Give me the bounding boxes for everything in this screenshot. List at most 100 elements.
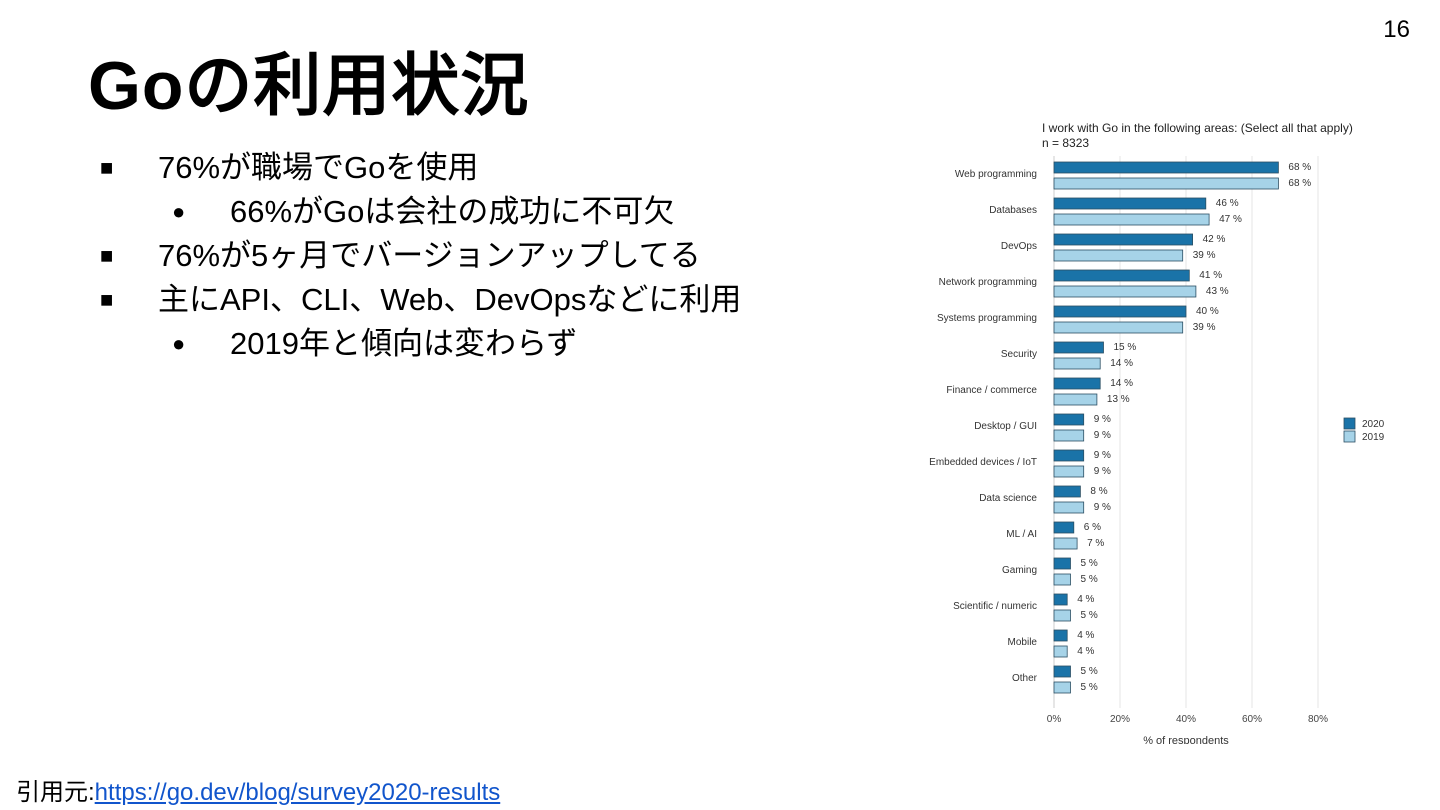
bar-2019	[1053, 213, 1210, 226]
bar-2019	[1053, 429, 1085, 442]
category-label: Data science	[979, 493, 1037, 504]
page-number: 16	[1383, 16, 1410, 43]
bar-2020	[1053, 629, 1068, 642]
legend-label: 2020	[1362, 419, 1385, 430]
bar-2019	[1053, 573, 1071, 586]
data-label: 40 %	[1196, 306, 1219, 317]
category-label: Databases	[989, 205, 1037, 216]
bar-2020	[1053, 377, 1101, 390]
bar-2020	[1053, 593, 1068, 606]
category-label: Network programming	[939, 277, 1037, 288]
data-label: 5 %	[1081, 574, 1098, 585]
bullet-list: ■ 76%が職場でGoを使用 ● 66%がGoは会社の成功に不可欠 ■ 76%が…	[100, 146, 860, 366]
data-label: 9 %	[1094, 414, 1111, 425]
data-label: 46 %	[1216, 198, 1239, 209]
bar-2020	[1053, 665, 1071, 678]
bar-2019	[1053, 501, 1085, 514]
bar-2020	[1053, 557, 1071, 570]
square-bullet-icon: ■	[100, 287, 114, 312]
bar-2020	[1053, 413, 1085, 426]
category-label: DevOps	[1001, 241, 1037, 252]
bar-2020	[1053, 233, 1194, 246]
data-label: 15 %	[1114, 342, 1137, 353]
sub-bullet-item: ● 66%がGoは会社の成功に不可欠	[100, 190, 860, 234]
bar-2019	[1053, 537, 1078, 550]
data-label: 4 %	[1077, 646, 1094, 657]
square-bullet-icon: ■	[100, 243, 114, 268]
category-label: Security	[1001, 349, 1037, 360]
data-label: 47 %	[1219, 214, 1242, 225]
bar-2020	[1053, 161, 1279, 174]
bar-2019	[1053, 645, 1068, 658]
bar-2019	[1053, 465, 1085, 478]
data-label: 68 %	[1288, 178, 1311, 189]
data-label: 7 %	[1087, 538, 1104, 549]
bar-2019	[1053, 285, 1197, 298]
bar-2020	[1053, 341, 1104, 354]
data-label: 9 %	[1094, 450, 1111, 461]
data-label: 14 %	[1110, 358, 1133, 369]
bullet-item: ■ 76%が職場でGoを使用	[100, 146, 860, 190]
bar-2019	[1053, 177, 1279, 190]
data-label: 4 %	[1077, 630, 1094, 641]
data-label: 41 %	[1199, 270, 1222, 281]
x-axis-label: % of respondents	[1143, 735, 1229, 744]
data-label: 43 %	[1206, 286, 1229, 297]
data-label: 13 %	[1107, 394, 1130, 405]
x-tick-label: 20%	[1110, 714, 1130, 725]
data-label: 42 %	[1203, 234, 1226, 245]
bar-2020	[1053, 269, 1190, 282]
bar-2020	[1053, 521, 1075, 534]
bar-2020	[1053, 485, 1081, 498]
bullet-text: 主にAPI、CLI、Web、DevOpsなどに利用	[158, 282, 742, 317]
x-tick-label: 0%	[1047, 714, 1062, 725]
data-label: 9 %	[1094, 430, 1111, 441]
bar-2019	[1053, 681, 1071, 694]
legend-label: 2019	[1362, 432, 1385, 443]
chart-subtitle: n = 8323	[1042, 136, 1089, 150]
x-tick-label: 80%	[1308, 714, 1328, 725]
x-tick-label: 60%	[1242, 714, 1262, 725]
bar-chart-svg: I work with Go in the following areas: (…	[929, 121, 1385, 744]
source-link[interactable]: https://go.dev/blog/survey2020-results	[94, 779, 501, 806]
bullet-text: 76%が5ヶ月でバージョンアップしてる	[158, 238, 701, 273]
source-citation: 引用元:https://go.dev/blog/survey2020-resul…	[16, 772, 500, 807]
category-label: ML / AI	[1006, 529, 1037, 540]
bar-2019	[1053, 393, 1098, 406]
data-label: 39 %	[1193, 322, 1216, 333]
data-label: 5 %	[1081, 558, 1098, 569]
bullet-text: 2019年と傾向は変わらず	[230, 326, 578, 361]
sub-bullet-item: ● 2019年と傾向は変わらず	[100, 322, 860, 366]
chart-title: I work with Go in the following areas: (…	[1042, 121, 1353, 135]
category-label: Desktop / GUI	[974, 421, 1037, 432]
slide-title: Goの利用状況	[88, 48, 530, 124]
category-label: Gaming	[1002, 565, 1037, 576]
data-label: 39 %	[1193, 250, 1216, 261]
x-tick-label: 40%	[1176, 714, 1196, 725]
data-label: 5 %	[1081, 666, 1098, 677]
category-label: Web programming	[955, 169, 1037, 180]
survey-chart: I work with Go in the following areas: (…	[900, 114, 1420, 744]
dot-bullet-icon: ●	[172, 331, 186, 356]
data-label: 14 %	[1110, 378, 1133, 389]
category-label: Embedded devices / IoT	[929, 457, 1037, 468]
source-label: 引用元:	[16, 779, 95, 806]
category-label: Systems programming	[937, 313, 1037, 324]
bar-2020	[1053, 305, 1187, 318]
bar-2019	[1053, 357, 1101, 370]
bullet-item: ■ 主にAPI、CLI、Web、DevOpsなどに利用	[100, 278, 860, 322]
bar-2019	[1053, 321, 1184, 334]
category-label: Mobile	[1008, 637, 1038, 648]
data-label: 9 %	[1094, 466, 1111, 477]
data-label: 5 %	[1081, 610, 1098, 621]
legend-swatch-2020	[1343, 417, 1356, 430]
bar-2019	[1053, 249, 1184, 262]
bar-2020	[1053, 197, 1207, 210]
dot-bullet-icon: ●	[172, 199, 186, 224]
legend-swatch-2019	[1343, 430, 1356, 443]
bar-2020	[1053, 449, 1085, 462]
data-label: 8 %	[1090, 486, 1107, 497]
data-label: 68 %	[1288, 162, 1311, 173]
bullet-item: ■ 76%が5ヶ月でバージョンアップしてる	[100, 234, 860, 278]
data-label: 4 %	[1077, 594, 1094, 605]
